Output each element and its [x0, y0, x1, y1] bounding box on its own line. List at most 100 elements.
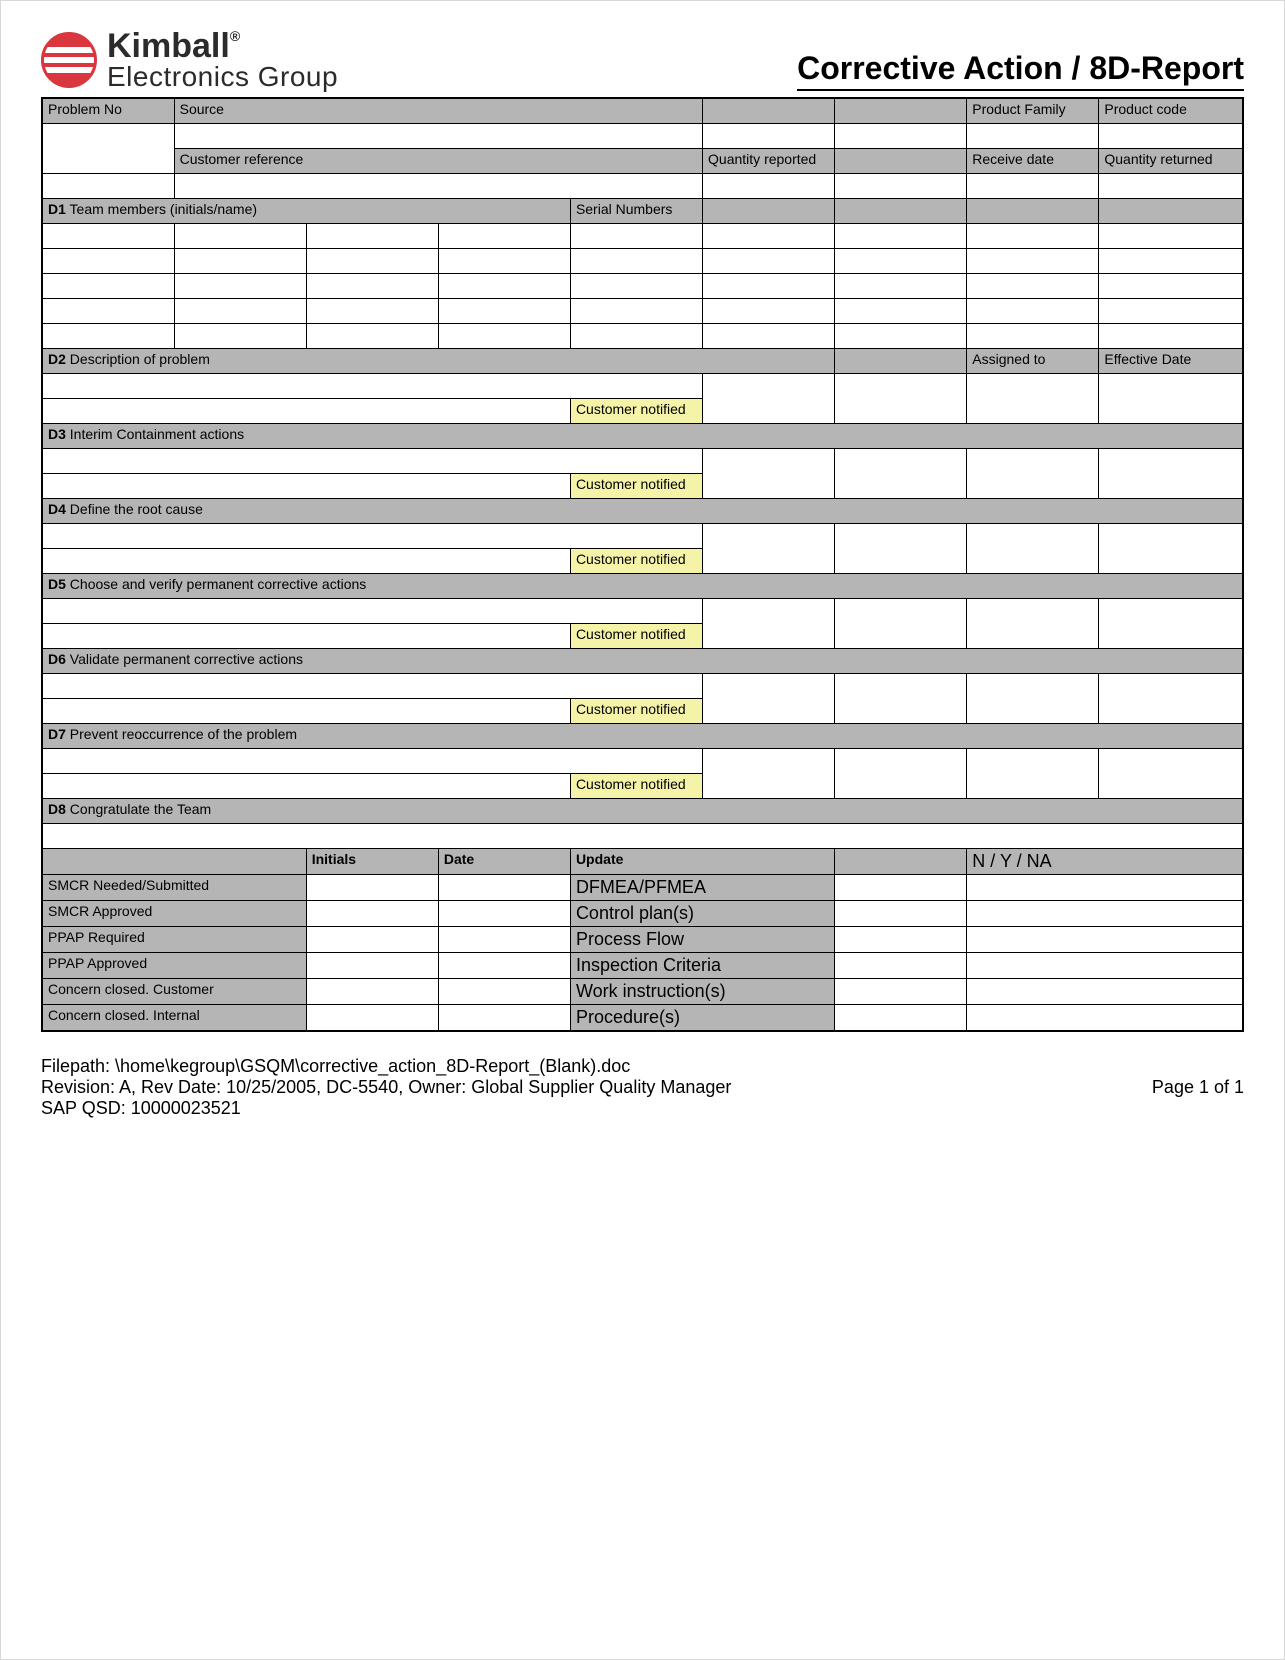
d1-cell[interactable] — [570, 249, 702, 274]
d1-cell[interactable] — [703, 224, 835, 249]
signoff-date[interactable] — [438, 875, 570, 901]
d1-cell[interactable] — [438, 249, 570, 274]
d1-cell[interactable] — [306, 274, 438, 299]
signoff-nyna[interactable] — [967, 927, 1243, 953]
d6-cell[interactable] — [1099, 674, 1243, 724]
d1-cell[interactable] — [174, 299, 306, 324]
d1-cell[interactable] — [438, 274, 570, 299]
d1-cell[interactable] — [570, 274, 702, 299]
signoff-cell[interactable] — [835, 875, 967, 901]
d2-cell[interactable] — [835, 374, 967, 424]
field[interactable] — [835, 174, 967, 199]
d7-cell[interactable] — [703, 749, 835, 799]
field[interactable] — [703, 124, 835, 149]
signoff-initials[interactable] — [306, 927, 438, 953]
d1-cell[interactable] — [967, 249, 1099, 274]
d7-body2[interactable] — [42, 774, 570, 799]
field[interactable] — [42, 174, 174, 199]
d5-cell[interactable] — [835, 599, 967, 649]
d1-cell[interactable] — [306, 224, 438, 249]
d1-cell[interactable] — [835, 274, 967, 299]
d2-effective[interactable] — [1099, 374, 1243, 424]
d2-cell[interactable] — [703, 374, 835, 424]
d3-body[interactable] — [42, 449, 703, 474]
d1-cell[interactable] — [1099, 324, 1243, 349]
signoff-initials[interactable] — [306, 953, 438, 979]
field[interactable] — [835, 124, 967, 149]
d1-cell[interactable] — [835, 324, 967, 349]
d4-cell[interactable] — [1099, 524, 1243, 574]
d2-assigned[interactable] — [967, 374, 1099, 424]
d1-cell[interactable] — [835, 299, 967, 324]
d6-body[interactable] — [42, 674, 703, 699]
d1-cell[interactable] — [703, 274, 835, 299]
d1-cell[interactable] — [570, 299, 702, 324]
field-source[interactable] — [174, 124, 702, 149]
d1-cell[interactable] — [42, 324, 174, 349]
field-qty-returned[interactable] — [1099, 174, 1243, 199]
signoff-date[interactable] — [438, 979, 570, 1005]
signoff-cell[interactable] — [835, 953, 967, 979]
field-product-family[interactable] — [967, 124, 1099, 149]
field-customer-ref[interactable] — [174, 174, 702, 199]
d1-cell[interactable] — [835, 224, 967, 249]
signoff-cell[interactable] — [835, 901, 967, 927]
d5-body[interactable] — [42, 599, 703, 624]
signoff-nyna[interactable] — [967, 1005, 1243, 1032]
d6-cell[interactable] — [967, 674, 1099, 724]
signoff-initials[interactable] — [306, 875, 438, 901]
d6-cell[interactable] — [703, 674, 835, 724]
d1-cell[interactable] — [438, 324, 570, 349]
signoff-initials[interactable] — [306, 901, 438, 927]
d1-cell[interactable] — [703, 249, 835, 274]
d4-cell[interactable] — [967, 524, 1099, 574]
signoff-initials[interactable] — [306, 979, 438, 1005]
d4-cell[interactable] — [835, 524, 967, 574]
signoff-cell[interactable] — [835, 927, 967, 953]
d4-cell[interactable] — [703, 524, 835, 574]
d1-cell[interactable] — [42, 299, 174, 324]
field-receive-date[interactable] — [967, 174, 1099, 199]
d1-cell[interactable] — [306, 324, 438, 349]
field-problem-no[interactable] — [42, 124, 174, 174]
d1-cell[interactable] — [1099, 224, 1243, 249]
signoff-cell[interactable] — [835, 979, 967, 1005]
field-qty-reported[interactable] — [703, 174, 835, 199]
d7-cell[interactable] — [1099, 749, 1243, 799]
d6-cell[interactable] — [835, 674, 967, 724]
signoff-cell[interactable] — [835, 1005, 967, 1032]
d8-body[interactable] — [42, 824, 1243, 849]
d7-cell[interactable] — [835, 749, 967, 799]
d2-desc2[interactable] — [42, 399, 570, 424]
d2-desc[interactable] — [42, 374, 703, 399]
d1-cell[interactable] — [967, 274, 1099, 299]
signoff-date[interactable] — [438, 901, 570, 927]
d4-body[interactable] — [42, 524, 703, 549]
signoff-nyna[interactable] — [967, 901, 1243, 927]
signoff-date[interactable] — [438, 953, 570, 979]
d1-cell[interactable] — [42, 249, 174, 274]
d5-cell[interactable] — [1099, 599, 1243, 649]
d5-cell[interactable] — [703, 599, 835, 649]
d1-cell[interactable] — [438, 224, 570, 249]
d1-cell[interactable] — [42, 224, 174, 249]
d6-body2[interactable] — [42, 699, 570, 724]
d1-cell[interactable] — [174, 274, 306, 299]
signoff-date[interactable] — [438, 927, 570, 953]
d1-cell[interactable] — [174, 249, 306, 274]
d1-cell[interactable] — [174, 224, 306, 249]
d1-cell[interactable] — [967, 324, 1099, 349]
d1-cell[interactable] — [703, 324, 835, 349]
d4-body2[interactable] — [42, 549, 570, 574]
signoff-initials[interactable] — [306, 1005, 438, 1032]
signoff-date[interactable] — [438, 1005, 570, 1032]
d1-cell[interactable] — [967, 224, 1099, 249]
d1-cell[interactable] — [967, 299, 1099, 324]
d1-cell[interactable] — [1099, 249, 1243, 274]
d1-cell[interactable] — [306, 299, 438, 324]
d1-cell[interactable] — [438, 299, 570, 324]
d1-cell[interactable] — [1099, 274, 1243, 299]
d3-cell[interactable] — [1099, 449, 1243, 499]
d1-cell[interactable] — [1099, 299, 1243, 324]
d3-body2[interactable] — [42, 474, 570, 499]
